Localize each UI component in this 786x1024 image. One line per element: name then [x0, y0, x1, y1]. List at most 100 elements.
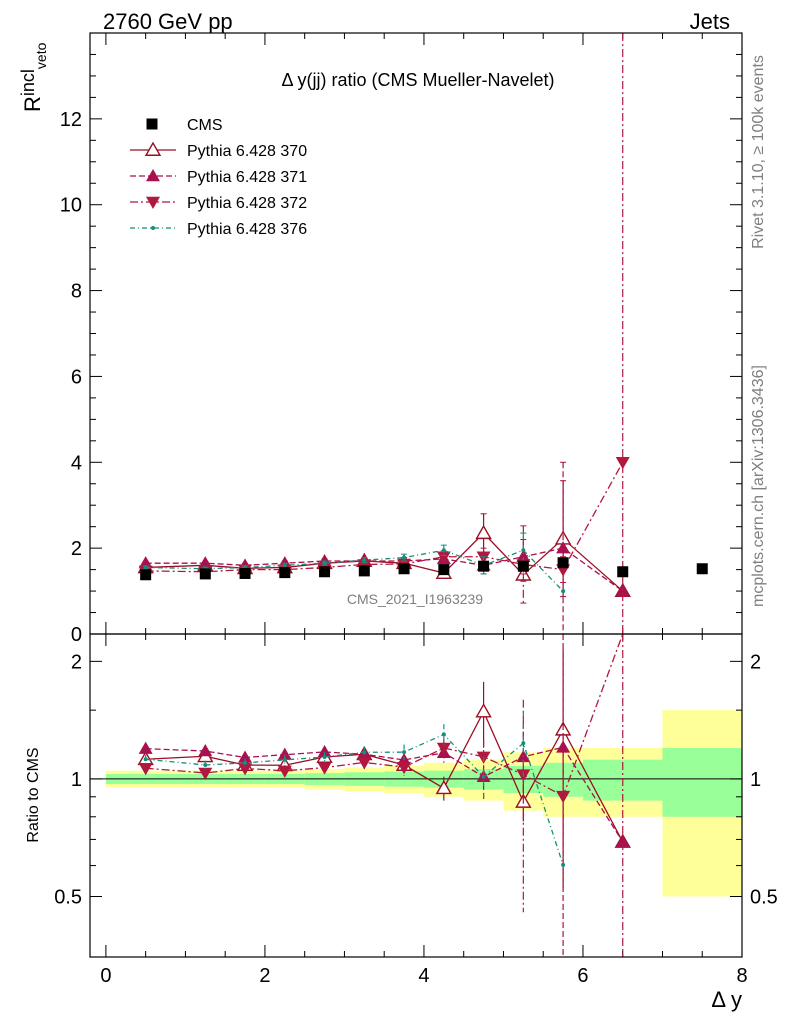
- analysis-watermark: CMS_2021_I1963239: [347, 591, 483, 607]
- marker-triangle-up: [238, 750, 253, 763]
- x-tick-label: 8: [736, 965, 747, 987]
- marker-triangle-open: [144, 141, 162, 156]
- marker-triangle-up: [615, 584, 630, 597]
- marker-triangle-down: [198, 767, 213, 780]
- marker-triangle-up: [556, 740, 571, 753]
- marker-triangle-down: [238, 763, 253, 776]
- marker-square: [398, 563, 410, 575]
- series-pythia-6-428-372-line: [145, 461, 624, 573]
- legend-label: Pythia 6.428 371: [187, 169, 307, 186]
- marker-dot: [561, 862, 566, 867]
- series-pythia-6-428-372-ratio-line: [145, 633, 624, 798]
- marker-square: [199, 568, 211, 580]
- series-pythia-6-428-370-line: [145, 532, 624, 592]
- marker-triangle-down: [357, 559, 372, 572]
- marker-dot: [402, 750, 407, 755]
- marker-dot: [143, 757, 148, 762]
- marker-triangle-up: [516, 549, 531, 562]
- marker-triangle-up: [556, 541, 571, 554]
- mcplots-label: mcplots.cern.ch [arXiv:1306.3436]: [750, 365, 767, 607]
- ratio-y-tick-label: 0.5: [54, 887, 82, 909]
- marker-dot: [282, 563, 287, 568]
- ratio-y-axis-label: Ratio to CMS: [25, 747, 42, 842]
- marker-triangle-down: [146, 196, 160, 209]
- y-tick-label: 2: [71, 538, 82, 560]
- marker-square: [557, 557, 569, 569]
- marker-triangle-up: [277, 747, 292, 760]
- header-left-label: 2760 GeV pp: [103, 9, 233, 34]
- marker-dot: [402, 555, 407, 560]
- marker-dot: [243, 760, 248, 765]
- series-pythia-6-428-371-line: [145, 547, 624, 592]
- marker-triangle-open: [475, 703, 492, 718]
- ratio-y-tick-label-right: 0.5: [750, 887, 778, 909]
- marker-triangle-down: [615, 457, 630, 470]
- marker-square: [319, 566, 331, 578]
- marker-dot: [481, 774, 486, 779]
- marker-triangle-down: [277, 765, 292, 778]
- x-tick-label: 0: [100, 965, 111, 987]
- marker-square: [239, 567, 251, 579]
- marker-triangle-open: [475, 524, 492, 540]
- marker-triangle-down: [357, 757, 372, 770]
- ratio-y-tick-label: 2: [71, 651, 82, 673]
- marker-triangle-down: [556, 790, 571, 804]
- x-tick-label: 4: [418, 965, 429, 987]
- x-tick-label: 2: [259, 965, 270, 987]
- marker-triangle-down: [317, 762, 332, 775]
- y-tick-label: 6: [71, 366, 82, 388]
- ratio-frame: [89, 633, 743, 958]
- series-pythia-6-428-371-ratio-line: [145, 746, 624, 843]
- marker-dot: [441, 548, 446, 553]
- legend-label: Pythia 6.428 372: [187, 195, 307, 212]
- marker-square: [140, 569, 152, 581]
- marker-triangle-down: [436, 742, 451, 756]
- header-right-label: Jets: [690, 9, 730, 34]
- data-layer: [140, 557, 708, 581]
- y-tick-label: 12: [60, 109, 82, 131]
- ratio-y-tick-label-right: 2: [750, 651, 761, 673]
- marker-triangle-up: [198, 556, 213, 569]
- legend: CMS Pythia 6.428 370 Pythia 6.428 371 Pythi…: [130, 117, 307, 238]
- marker-triangle-up: [198, 744, 213, 757]
- marker-dot: [322, 561, 327, 566]
- marker-square: [617, 566, 629, 578]
- y-tick-label: 0: [71, 624, 82, 646]
- marker-triangle-up: [138, 556, 153, 569]
- x-tick-label: 6: [577, 965, 588, 987]
- marker-dot: [282, 757, 287, 762]
- marker-square: [478, 560, 490, 572]
- marker-square: [146, 118, 158, 130]
- band-stat: [662, 748, 742, 817]
- ratio-uncertainty-bands: [90, 710, 742, 897]
- legend-label: Pythia 6.428 370: [187, 143, 307, 160]
- main-y-axis-label: Rinclveto: [18, 42, 49, 112]
- marker-square: [438, 564, 450, 576]
- marker-square: [696, 563, 708, 575]
- marker-dot: [203, 762, 208, 767]
- main-y-axis-label-main: R: [20, 96, 45, 112]
- y-tick-label: 10: [60, 195, 82, 217]
- x-axis-label: Δ y: [711, 987, 742, 1012]
- marker-triangle-open: [435, 779, 453, 795]
- marker-triangle-down: [397, 761, 412, 775]
- marker-triangle-down: [436, 551, 451, 564]
- legend-label-data: CMS: [187, 117, 223, 134]
- y-tick-label: 8: [71, 281, 82, 303]
- marker-dot: [362, 558, 367, 563]
- marker-triangle-up: [615, 834, 630, 848]
- chart-title: Δ y(jj) ratio (CMS Mueller-Navelet): [281, 70, 554, 90]
- rivet-version-label: Rivet 3.1.10, ≥ 100k events: [750, 55, 767, 249]
- ratio-y-tick-label: 1: [71, 769, 82, 791]
- marker-dot: [561, 589, 566, 594]
- main-y-axis-label-sub: veto: [33, 42, 49, 69]
- marker-triangle-up: [138, 741, 153, 754]
- marker-dot: [521, 548, 526, 553]
- marker-dot: [441, 732, 446, 737]
- marker-square: [517, 560, 529, 572]
- main-y-axis-label-sup: incl: [18, 69, 38, 96]
- marker-dot: [143, 565, 148, 570]
- marker-dot: [521, 741, 526, 746]
